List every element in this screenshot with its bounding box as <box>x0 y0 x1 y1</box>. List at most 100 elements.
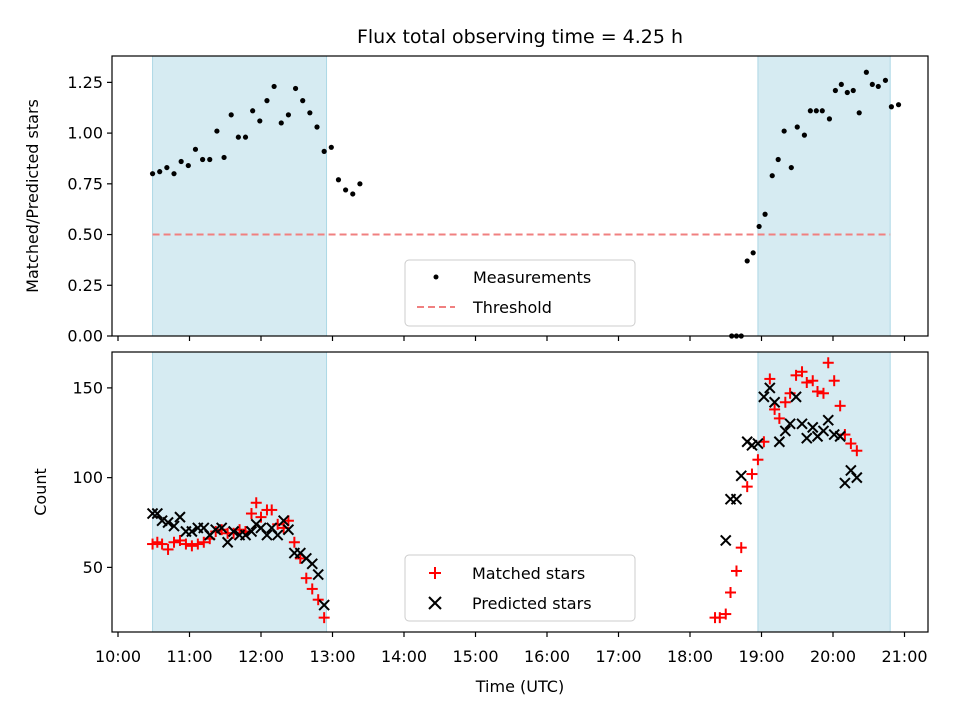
predicted-star-point <box>790 391 802 403</box>
measurement-point <box>285 112 292 118</box>
predicted-star-marker-b <box>752 437 764 450</box>
predicted-star-marker-b <box>312 568 324 581</box>
top-legend-box <box>404 259 636 327</box>
predicted-star-marker-b <box>758 391 770 403</box>
legend-matched-marker <box>429 567 441 579</box>
x-tick-label: 15:00 <box>452 647 498 666</box>
predicted-star-marker-b <box>245 525 258 538</box>
measurement-point <box>214 128 220 134</box>
matched-star-point <box>730 565 742 577</box>
measurement-point <box>781 128 787 134</box>
measurement-point <box>756 223 762 230</box>
matched-star-point <box>250 497 262 509</box>
predicted-star-marker-b <box>215 522 228 534</box>
matched-star-point <box>288 536 300 548</box>
measurement-point <box>350 191 356 197</box>
measurement-point <box>192 146 199 152</box>
measurement-point <box>271 83 277 90</box>
top-x-ticks <box>117 336 906 341</box>
matched-star-point <box>817 387 829 399</box>
predicted-star-point <box>312 568 324 581</box>
measurement-point <box>869 81 875 88</box>
measurement-point <box>221 154 227 161</box>
predicted-star-marker-b <box>779 425 792 437</box>
predicted-star-points <box>146 382 863 611</box>
matched-star-point <box>796 366 808 378</box>
predicted-star-marker-b <box>735 470 747 482</box>
measurement-point <box>882 77 889 83</box>
predicted-star-marker-b <box>271 529 284 541</box>
matched-star-point <box>306 583 318 595</box>
shaded-interval <box>152 55 328 337</box>
matched-star-point <box>168 536 180 548</box>
measurement-point <box>264 98 270 104</box>
measurement-point <box>292 85 299 92</box>
measurement-point <box>895 102 902 108</box>
matched-star-point <box>180 538 192 550</box>
predicted-star-marker-b <box>790 391 802 403</box>
matched-star-point <box>720 608 732 620</box>
measurement-point <box>200 156 206 163</box>
y-tick-label: 0.50 <box>67 225 103 244</box>
predicted-star-point <box>174 511 186 523</box>
matched-star-point <box>725 587 737 599</box>
predicted-star-point <box>261 529 273 541</box>
predicted-star-marker-b <box>306 558 318 570</box>
predicted-star-point <box>768 396 781 408</box>
measurement-point <box>762 211 768 217</box>
legend-predicted-marker <box>428 596 442 610</box>
measurement-point <box>235 134 241 140</box>
measurement-point <box>250 108 256 114</box>
measurement-point <box>242 134 249 140</box>
predicted-star-point <box>817 425 830 437</box>
bottom-y-ticks: 50 100 150 <box>72 378 112 577</box>
x-tick-label: 13:00 <box>309 647 355 666</box>
measurement-point <box>807 108 813 114</box>
matched-star-point <box>266 504 278 516</box>
shaded-interval <box>757 55 891 337</box>
predicted-star-point <box>735 470 747 482</box>
measurement-point <box>826 116 833 122</box>
predicted-star-marker-b <box>174 511 186 523</box>
matched-star-point <box>828 375 840 387</box>
matched-star-point <box>851 445 863 457</box>
matched-star-point <box>752 454 764 466</box>
matched-star-point <box>779 396 791 408</box>
y-tick-label: 0.25 <box>67 276 103 295</box>
bottom-axes-frame <box>111 351 929 633</box>
measurement-point <box>357 181 363 187</box>
predicted-star-marker-b <box>822 414 834 426</box>
predicted-star-marker-b <box>828 428 840 441</box>
measurement-point <box>228 112 234 118</box>
matched-star-point <box>245 508 257 520</box>
predicted-star-marker-b <box>186 525 198 538</box>
measurement-point <box>207 156 213 163</box>
x-tick-label: 14:00 <box>381 647 427 666</box>
predicted-star-marker-b <box>162 516 174 529</box>
measurement-point <box>801 132 808 138</box>
matched-star-point <box>812 385 824 397</box>
predicted-star-marker-b <box>730 493 743 505</box>
matched-star-point <box>151 536 163 548</box>
predicted-star-marker-b <box>807 421 819 434</box>
predicted-star-point <box>851 471 863 484</box>
matched-star-point <box>198 536 210 548</box>
predicted-star-point <box>151 507 164 520</box>
measurement-point <box>769 173 775 179</box>
predicted-star-point <box>784 418 796 430</box>
predicted-star-marker-b <box>773 436 786 448</box>
legend-threshold-label: Threshold <box>472 298 552 317</box>
predicted-star-point <box>168 520 180 532</box>
predicted-star-point <box>834 430 846 443</box>
x-tick-label: 19:00 <box>738 647 784 666</box>
predicted-star-marker-b <box>845 464 857 477</box>
matched-star-point <box>714 612 726 624</box>
predicted-star-marker-b <box>784 418 796 430</box>
bottom-x-ticks: 10:00 11:00 12:00 13:00 14:00 15:00 16:00 17:00… <box>95 632 928 666</box>
predicted-star-point <box>752 437 764 450</box>
predicted-star-point <box>277 515 290 527</box>
predicted-star-marker-b <box>221 536 234 548</box>
measurement-point <box>314 124 320 130</box>
y-tick-label: 50 <box>83 558 103 577</box>
predicted-star-marker-b <box>801 432 813 444</box>
